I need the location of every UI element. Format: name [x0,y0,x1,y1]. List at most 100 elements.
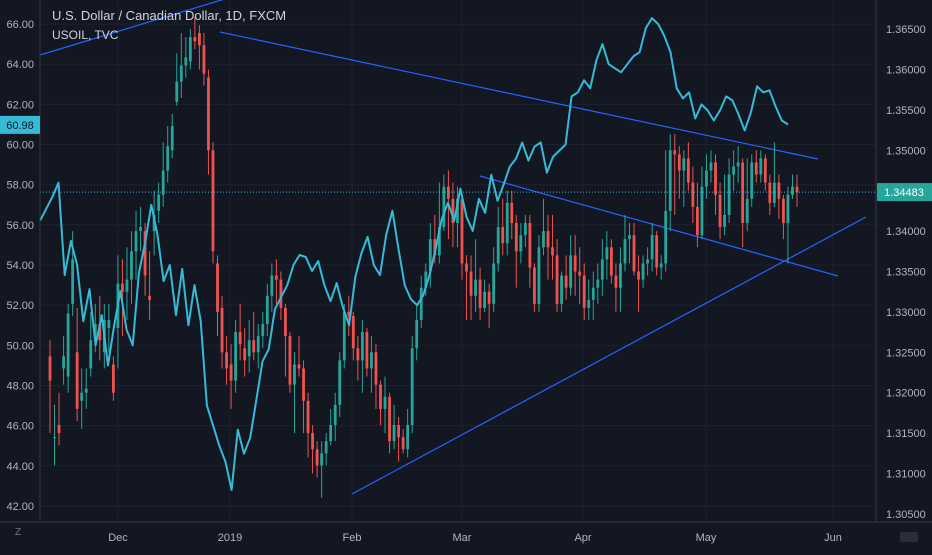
candle-body [786,194,790,224]
candle-body [98,324,102,341]
candle-body [188,37,192,62]
right-axis-tick-label: 1.35000 [886,145,926,157]
candle-body [609,247,613,276]
left-axis-tick-label: 46.00 [6,421,34,433]
candle-body [456,198,459,224]
candle-body [284,307,287,337]
candle-body [587,299,591,308]
candle-body [157,194,161,211]
candle-body [546,231,550,248]
candle-body [234,332,238,381]
left-axis-tick-label: 62.00 [6,99,34,111]
candle-body [401,437,405,450]
candle-body [700,186,704,236]
candle-body [139,227,142,232]
timezone-corner-label[interactable]: Z [15,527,22,538]
candle-body [782,198,785,224]
candle-body [723,214,726,228]
candle-body [591,287,595,300]
candle-body [754,162,758,175]
candle-body [446,186,450,199]
trend-lines [39,0,867,495]
chart-title: U.S. Dollar / Canadian Dollar, 1D, FXCM [52,8,287,23]
candle-body [795,186,799,193]
x-axis-tick-label: Dec [108,532,128,544]
usdcad-candles [48,16,799,498]
candle-body [125,279,129,292]
left-axis-tick-label: 44.00 [6,461,34,473]
candle-body [514,223,518,252]
candle-body [134,231,138,252]
candle-body [170,126,174,151]
candle-body [66,313,70,377]
x-axis-tick-label: Jun [824,532,842,544]
candle-body [632,235,636,272]
candle-body [736,162,740,167]
candle-body [750,162,754,199]
candle-body [695,206,699,236]
candle-body [197,33,201,46]
candle-body [505,202,509,244]
left-axis-tick-label: 66.00 [6,19,34,31]
candle-body [451,198,455,224]
usoil-line [39,17,876,491]
x-axis-tick-label: Apr [574,532,591,544]
candle-body [347,311,351,316]
x-axis-tick-label: Mar [453,532,472,544]
candle-body [211,150,215,252]
candle-body [623,239,627,264]
candle-body [424,271,428,288]
candle-body [437,227,441,256]
candle-body [306,400,310,434]
trend-line [39,0,224,56]
candle-body [578,271,582,276]
candle-body [383,396,387,409]
candle-body [741,162,745,224]
candle-body [433,239,437,256]
candle-body [465,263,468,272]
candle-body [569,255,573,288]
candle-body [777,182,781,199]
right-axis-tick-label: 1.32000 [886,388,926,400]
candle-body [148,295,152,300]
candle-body [225,352,228,369]
right-last-value-label: 1.34483 [884,187,924,199]
left-last-value-badge [0,115,40,134]
candle-body [71,259,75,304]
left-last-value-label: 60.98 [6,120,34,132]
candle-body [179,65,183,82]
settings-corner-icon[interactable] [900,532,918,542]
right-axis-tick-label: 1.32500 [886,347,926,359]
right-axis-tick-label: 1.30500 [886,509,926,521]
candle-body [705,170,708,187]
candle-body [261,324,265,337]
candle-body [442,186,446,228]
candle-body [537,247,541,304]
left-axis-tick-label: 54.00 [6,260,34,272]
candle-body [288,336,292,385]
candle-body [166,146,170,171]
left-axis-tick-label: 60.00 [6,140,34,152]
candle-body [329,425,333,442]
candle-body [415,319,419,349]
candle-body [555,255,559,304]
candle-body [686,158,690,183]
candle-body [374,352,378,385]
candle-body [315,449,319,466]
candle-body [342,311,346,361]
candle-body [184,57,188,66]
candle-body [745,198,749,224]
candle-body [768,182,772,203]
candle-body [84,388,88,393]
candle-body [311,433,314,450]
right-axis-tick-label: 1.34000 [886,226,926,238]
candle-body [220,307,224,353]
candle-body [238,332,242,345]
candle-body [370,352,373,369]
candle-body [356,348,360,361]
candle-body [677,154,681,171]
candle-body [496,227,500,264]
right-axis-tick-label: 1.36500 [886,24,926,36]
